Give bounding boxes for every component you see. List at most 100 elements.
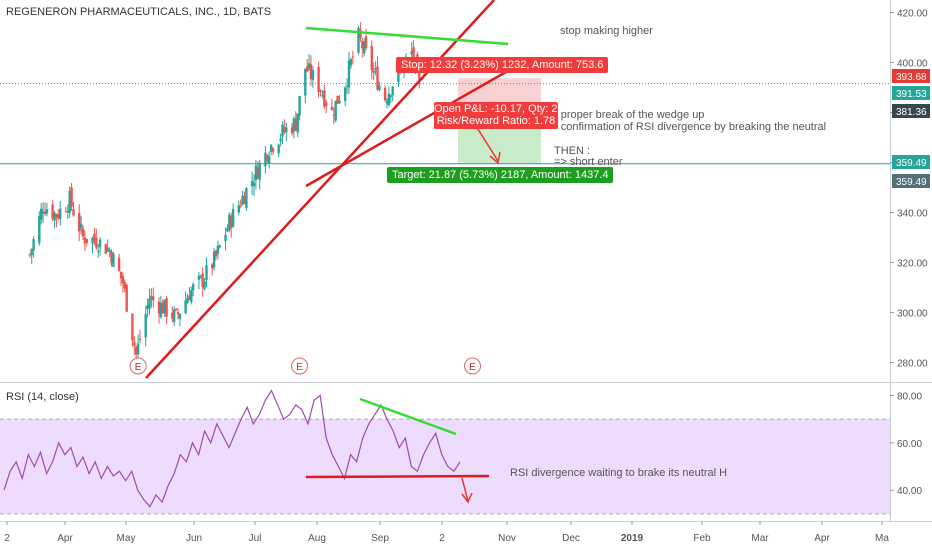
time-tick-label: Jun bbox=[186, 533, 202, 544]
time-tick-label: 2 bbox=[4, 533, 10, 544]
candle-body bbox=[57, 214, 60, 219]
candle-body bbox=[214, 250, 218, 257]
rsi-line bbox=[3, 389, 461, 508]
candle-body bbox=[363, 41, 366, 54]
candle-body bbox=[397, 65, 400, 83]
candle-body bbox=[306, 66, 309, 72]
price-badge bbox=[892, 155, 930, 169]
earnings-marker bbox=[464, 357, 481, 375]
candle-body bbox=[171, 312, 174, 319]
candle-body bbox=[184, 300, 187, 314]
price-tick-label: 280.00 bbox=[897, 359, 928, 370]
candle-body bbox=[351, 56, 354, 58]
candle-body bbox=[150, 295, 153, 300]
candle-body bbox=[173, 309, 176, 322]
candle-body bbox=[144, 313, 147, 338]
candle-body bbox=[212, 251, 216, 268]
candle-body bbox=[197, 275, 201, 280]
candle-body bbox=[30, 248, 33, 256]
candle-body bbox=[290, 127, 294, 134]
candle-body bbox=[279, 138, 282, 142]
note-then: THEN : bbox=[554, 145, 591, 157]
candle-body bbox=[376, 66, 379, 90]
candle-body bbox=[190, 289, 193, 303]
candle-body bbox=[361, 40, 364, 49]
candle-body bbox=[359, 30, 362, 39]
candle-body bbox=[203, 281, 206, 289]
rsi-arrow-head bbox=[461, 492, 473, 504]
candle-body bbox=[192, 284, 195, 291]
candle-body bbox=[271, 148, 275, 152]
candle-body bbox=[64, 211, 68, 213]
time-tick-label: 2 bbox=[439, 533, 445, 544]
candle-body bbox=[292, 118, 296, 132]
candle-body bbox=[243, 195, 246, 204]
candle-body bbox=[378, 85, 381, 91]
candle-body bbox=[199, 275, 202, 277]
earnings-marker-label: E bbox=[469, 362, 476, 373]
candle-body bbox=[228, 214, 231, 231]
price-badge-label: 391.53 bbox=[896, 89, 927, 100]
candle-body bbox=[95, 237, 98, 248]
candle-body bbox=[296, 113, 299, 133]
price-badge-label: 393.68 bbox=[896, 72, 927, 83]
time-tick-label: Apr bbox=[814, 533, 830, 544]
candle-body bbox=[152, 296, 155, 301]
candle-body bbox=[338, 100, 341, 104]
time-tick-label: Feb bbox=[693, 533, 711, 544]
candle-body bbox=[98, 239, 102, 248]
candle-body bbox=[389, 95, 392, 97]
candle-body bbox=[110, 251, 113, 264]
rr-label[interactable]: Risk/Reward Ratio: 1.78 bbox=[434, 115, 558, 129]
candle-body bbox=[216, 245, 220, 254]
candle-body bbox=[138, 338, 142, 340]
earnings-marker-label: E bbox=[135, 362, 142, 373]
price-badge bbox=[892, 104, 930, 118]
note-short-enter: => short enter bbox=[554, 156, 623, 168]
candle-body bbox=[43, 212, 47, 215]
pnl-label[interactable]: Open P&L: -10.17, Qty: 20 bbox=[434, 102, 564, 115]
candle-body bbox=[159, 302, 163, 318]
resistance-line bbox=[305, 26, 509, 46]
rsi-tick-label: 40.00 bbox=[897, 486, 922, 497]
candle-body bbox=[347, 60, 351, 88]
price-badge bbox=[892, 69, 930, 83]
candle-body bbox=[121, 275, 125, 284]
candle-body bbox=[330, 106, 334, 110]
note-proper-break: - proper break of the wedge up bbox=[554, 109, 705, 121]
candle-body bbox=[186, 297, 189, 304]
candle-body bbox=[336, 95, 339, 104]
rsi-tick-label: 60.00 bbox=[897, 439, 922, 450]
time-tick-label: Dec bbox=[562, 533, 580, 544]
candle-body bbox=[85, 238, 88, 243]
candle-body bbox=[81, 228, 85, 237]
note-confirmation: - confirmation of RSI divergence by brea… bbox=[554, 121, 827, 133]
candle-body bbox=[91, 237, 94, 244]
candle-body bbox=[41, 211, 45, 214]
candle-body bbox=[319, 90, 322, 93]
grid-layer bbox=[0, 0, 932, 522]
candle-body bbox=[68, 190, 71, 213]
candle-body bbox=[307, 63, 311, 69]
candle-body bbox=[364, 36, 368, 49]
candles-layer bbox=[28, 22, 421, 364]
stop-label[interactable]: Stop: 12.32 (3.23%) 1232, Amount: 753.6 bbox=[396, 57, 609, 73]
time-tick-label: Mar bbox=[751, 533, 769, 544]
candle-body bbox=[117, 257, 121, 271]
candle-body bbox=[357, 28, 360, 53]
candle-body bbox=[45, 209, 49, 214]
rsi-support-line bbox=[305, 474, 490, 479]
candle-body bbox=[93, 233, 96, 241]
time-tick-label: Sep bbox=[371, 533, 389, 544]
candle-body bbox=[258, 162, 261, 180]
candle-body bbox=[163, 299, 166, 314]
candle-body bbox=[230, 216, 233, 228]
candle-body bbox=[28, 254, 31, 256]
price-tick-label: 340.00 bbox=[897, 209, 928, 220]
price-badge-label: 359.49 bbox=[896, 158, 927, 169]
candle-body bbox=[345, 85, 349, 87]
target-label[interactable]: Target: 21.87 (5.73%) 2187, Amount: 1437… bbox=[387, 167, 614, 183]
candle-body bbox=[146, 304, 149, 310]
